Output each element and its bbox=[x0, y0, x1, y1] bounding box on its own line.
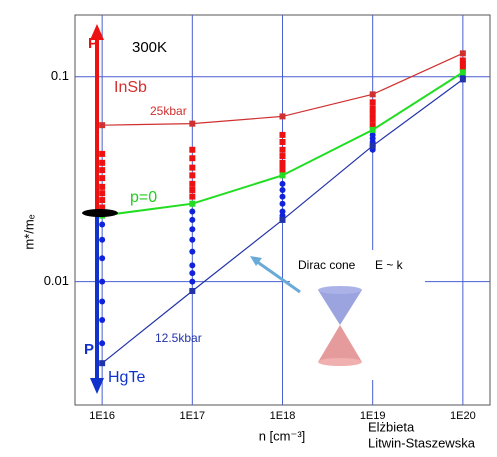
series-point bbox=[189, 200, 196, 207]
author: Litwin-Staszewska bbox=[368, 435, 476, 450]
data-point bbox=[279, 208, 286, 215]
marks bbox=[99, 50, 466, 367]
data-point bbox=[99, 150, 106, 157]
series-point bbox=[99, 360, 106, 367]
inset-label: Dirac cone bbox=[298, 258, 356, 272]
data-point bbox=[279, 193, 286, 200]
data-point bbox=[279, 131, 286, 138]
temperature-label: 300K bbox=[132, 39, 167, 56]
data-point bbox=[99, 204, 106, 211]
data-point bbox=[99, 175, 106, 182]
data-point bbox=[279, 153, 286, 160]
series-point bbox=[459, 69, 466, 76]
y-axis-label: m*/mₑ bbox=[21, 214, 36, 249]
data-point bbox=[189, 155, 196, 162]
lower-cone-rim bbox=[318, 358, 362, 366]
data-point bbox=[189, 248, 196, 255]
x-tick-label: 1E16 bbox=[89, 410, 115, 422]
data-point bbox=[189, 270, 196, 277]
x-axis-label: n [cm⁻³] bbox=[259, 428, 306, 443]
data-point bbox=[189, 236, 196, 243]
y-tick-label: 0.01 bbox=[44, 273, 69, 288]
data-point bbox=[279, 200, 286, 207]
data-point bbox=[99, 316, 106, 323]
data-point bbox=[369, 122, 376, 129]
data-point bbox=[99, 236, 106, 243]
data-point bbox=[99, 159, 106, 166]
data-point bbox=[189, 164, 196, 171]
series-label: 12.5kbar bbox=[155, 331, 202, 345]
data-point bbox=[279, 186, 286, 193]
data-point bbox=[189, 216, 196, 223]
pressure-label: P bbox=[84, 341, 94, 358]
data-point bbox=[459, 61, 466, 68]
data-point bbox=[279, 180, 286, 187]
pressure-label: P bbox=[88, 35, 98, 52]
series-point bbox=[279, 172, 286, 179]
data-point bbox=[189, 262, 196, 269]
data-point bbox=[99, 221, 106, 228]
series-point bbox=[459, 76, 466, 83]
data-point bbox=[369, 116, 376, 123]
data-point bbox=[279, 164, 286, 171]
series-point bbox=[99, 122, 106, 129]
material-label: HgTe bbox=[108, 369, 145, 386]
x-tick-label: 1E20 bbox=[450, 410, 476, 422]
data-point bbox=[99, 340, 106, 347]
data-point bbox=[189, 146, 196, 153]
data-point bbox=[189, 186, 196, 193]
zero-pressure-marker bbox=[82, 209, 118, 217]
pressure-arrow-down-head bbox=[90, 378, 104, 394]
upper-cone bbox=[318, 290, 362, 325]
data-point bbox=[189, 208, 196, 215]
inset-label: E ~ k bbox=[375, 258, 404, 272]
series-point bbox=[369, 142, 376, 149]
author: Elżbieta bbox=[368, 419, 415, 434]
y-tick-label: 0.1 bbox=[51, 68, 69, 83]
data-point bbox=[459, 57, 466, 64]
x-tick-label: 1E19 bbox=[360, 410, 386, 422]
data-point bbox=[99, 190, 106, 197]
series-point bbox=[369, 91, 376, 98]
data-point bbox=[369, 99, 376, 106]
data-point bbox=[99, 278, 106, 285]
data-point bbox=[99, 183, 106, 190]
data-point bbox=[279, 139, 286, 146]
series-point bbox=[279, 216, 286, 223]
upper-cone-rim bbox=[318, 286, 362, 294]
pointer-arrow-head bbox=[250, 256, 262, 266]
series-point bbox=[189, 120, 196, 127]
data-point bbox=[279, 146, 286, 153]
data-point bbox=[369, 105, 376, 112]
material-label: InSb bbox=[114, 79, 147, 96]
data-point bbox=[189, 180, 196, 187]
x-tick-label: 1E17 bbox=[179, 410, 205, 422]
pointer-arrow bbox=[255, 259, 301, 294]
data-point bbox=[459, 65, 466, 72]
x-tick-label: 1E18 bbox=[270, 410, 296, 422]
series-point bbox=[459, 50, 466, 57]
series-point bbox=[189, 287, 196, 294]
data-point bbox=[189, 226, 196, 233]
series-label: 25kbar bbox=[150, 104, 187, 118]
pressure-arrow-up-head bbox=[90, 24, 104, 40]
data-point bbox=[369, 110, 376, 117]
series-point bbox=[369, 126, 376, 133]
data-point bbox=[189, 172, 196, 179]
data-point bbox=[279, 159, 286, 166]
data-point bbox=[189, 193, 196, 200]
series-label: p=0 bbox=[130, 189, 157, 206]
lower-cone bbox=[318, 325, 362, 362]
data-point bbox=[189, 278, 196, 285]
data-point bbox=[99, 197, 106, 204]
data-point bbox=[99, 167, 106, 174]
data-point bbox=[99, 255, 106, 262]
series-point bbox=[279, 113, 286, 120]
data-point bbox=[99, 298, 106, 305]
